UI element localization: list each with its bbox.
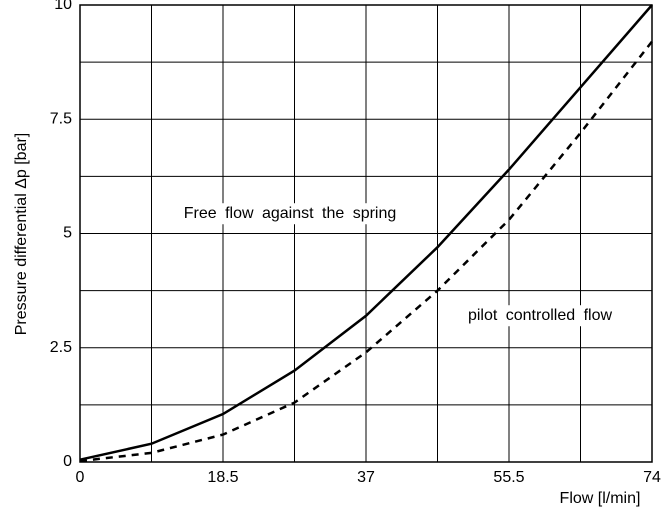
y-axis-label: Pressure differential Δp [bar] (13, 133, 30, 336)
y-tick-label: 2.5 (50, 339, 72, 356)
x-tick-label: 18.5 (207, 469, 238, 486)
x-axis-label: Flow [l/min] (560, 490, 641, 507)
annotation: Free flow against the spring (184, 205, 397, 222)
y-tick-label: 7.5 (50, 110, 72, 127)
x-tick-label: 37 (357, 469, 375, 486)
x-tick-label: 55.5 (493, 469, 524, 486)
x-tick-label: 74 (643, 469, 661, 486)
annotation-background (177, 203, 403, 225)
x-tick-label: 0 (76, 469, 85, 486)
annotation-background (461, 305, 619, 327)
annotation: pilot controlled flow (468, 307, 613, 324)
y-tick-label: 0 (63, 453, 72, 470)
series-line (79, 4, 653, 461)
series-line (79, 40, 653, 463)
y-tick-label: 10 (54, 0, 72, 13)
y-tick-label: 5 (63, 225, 72, 242)
